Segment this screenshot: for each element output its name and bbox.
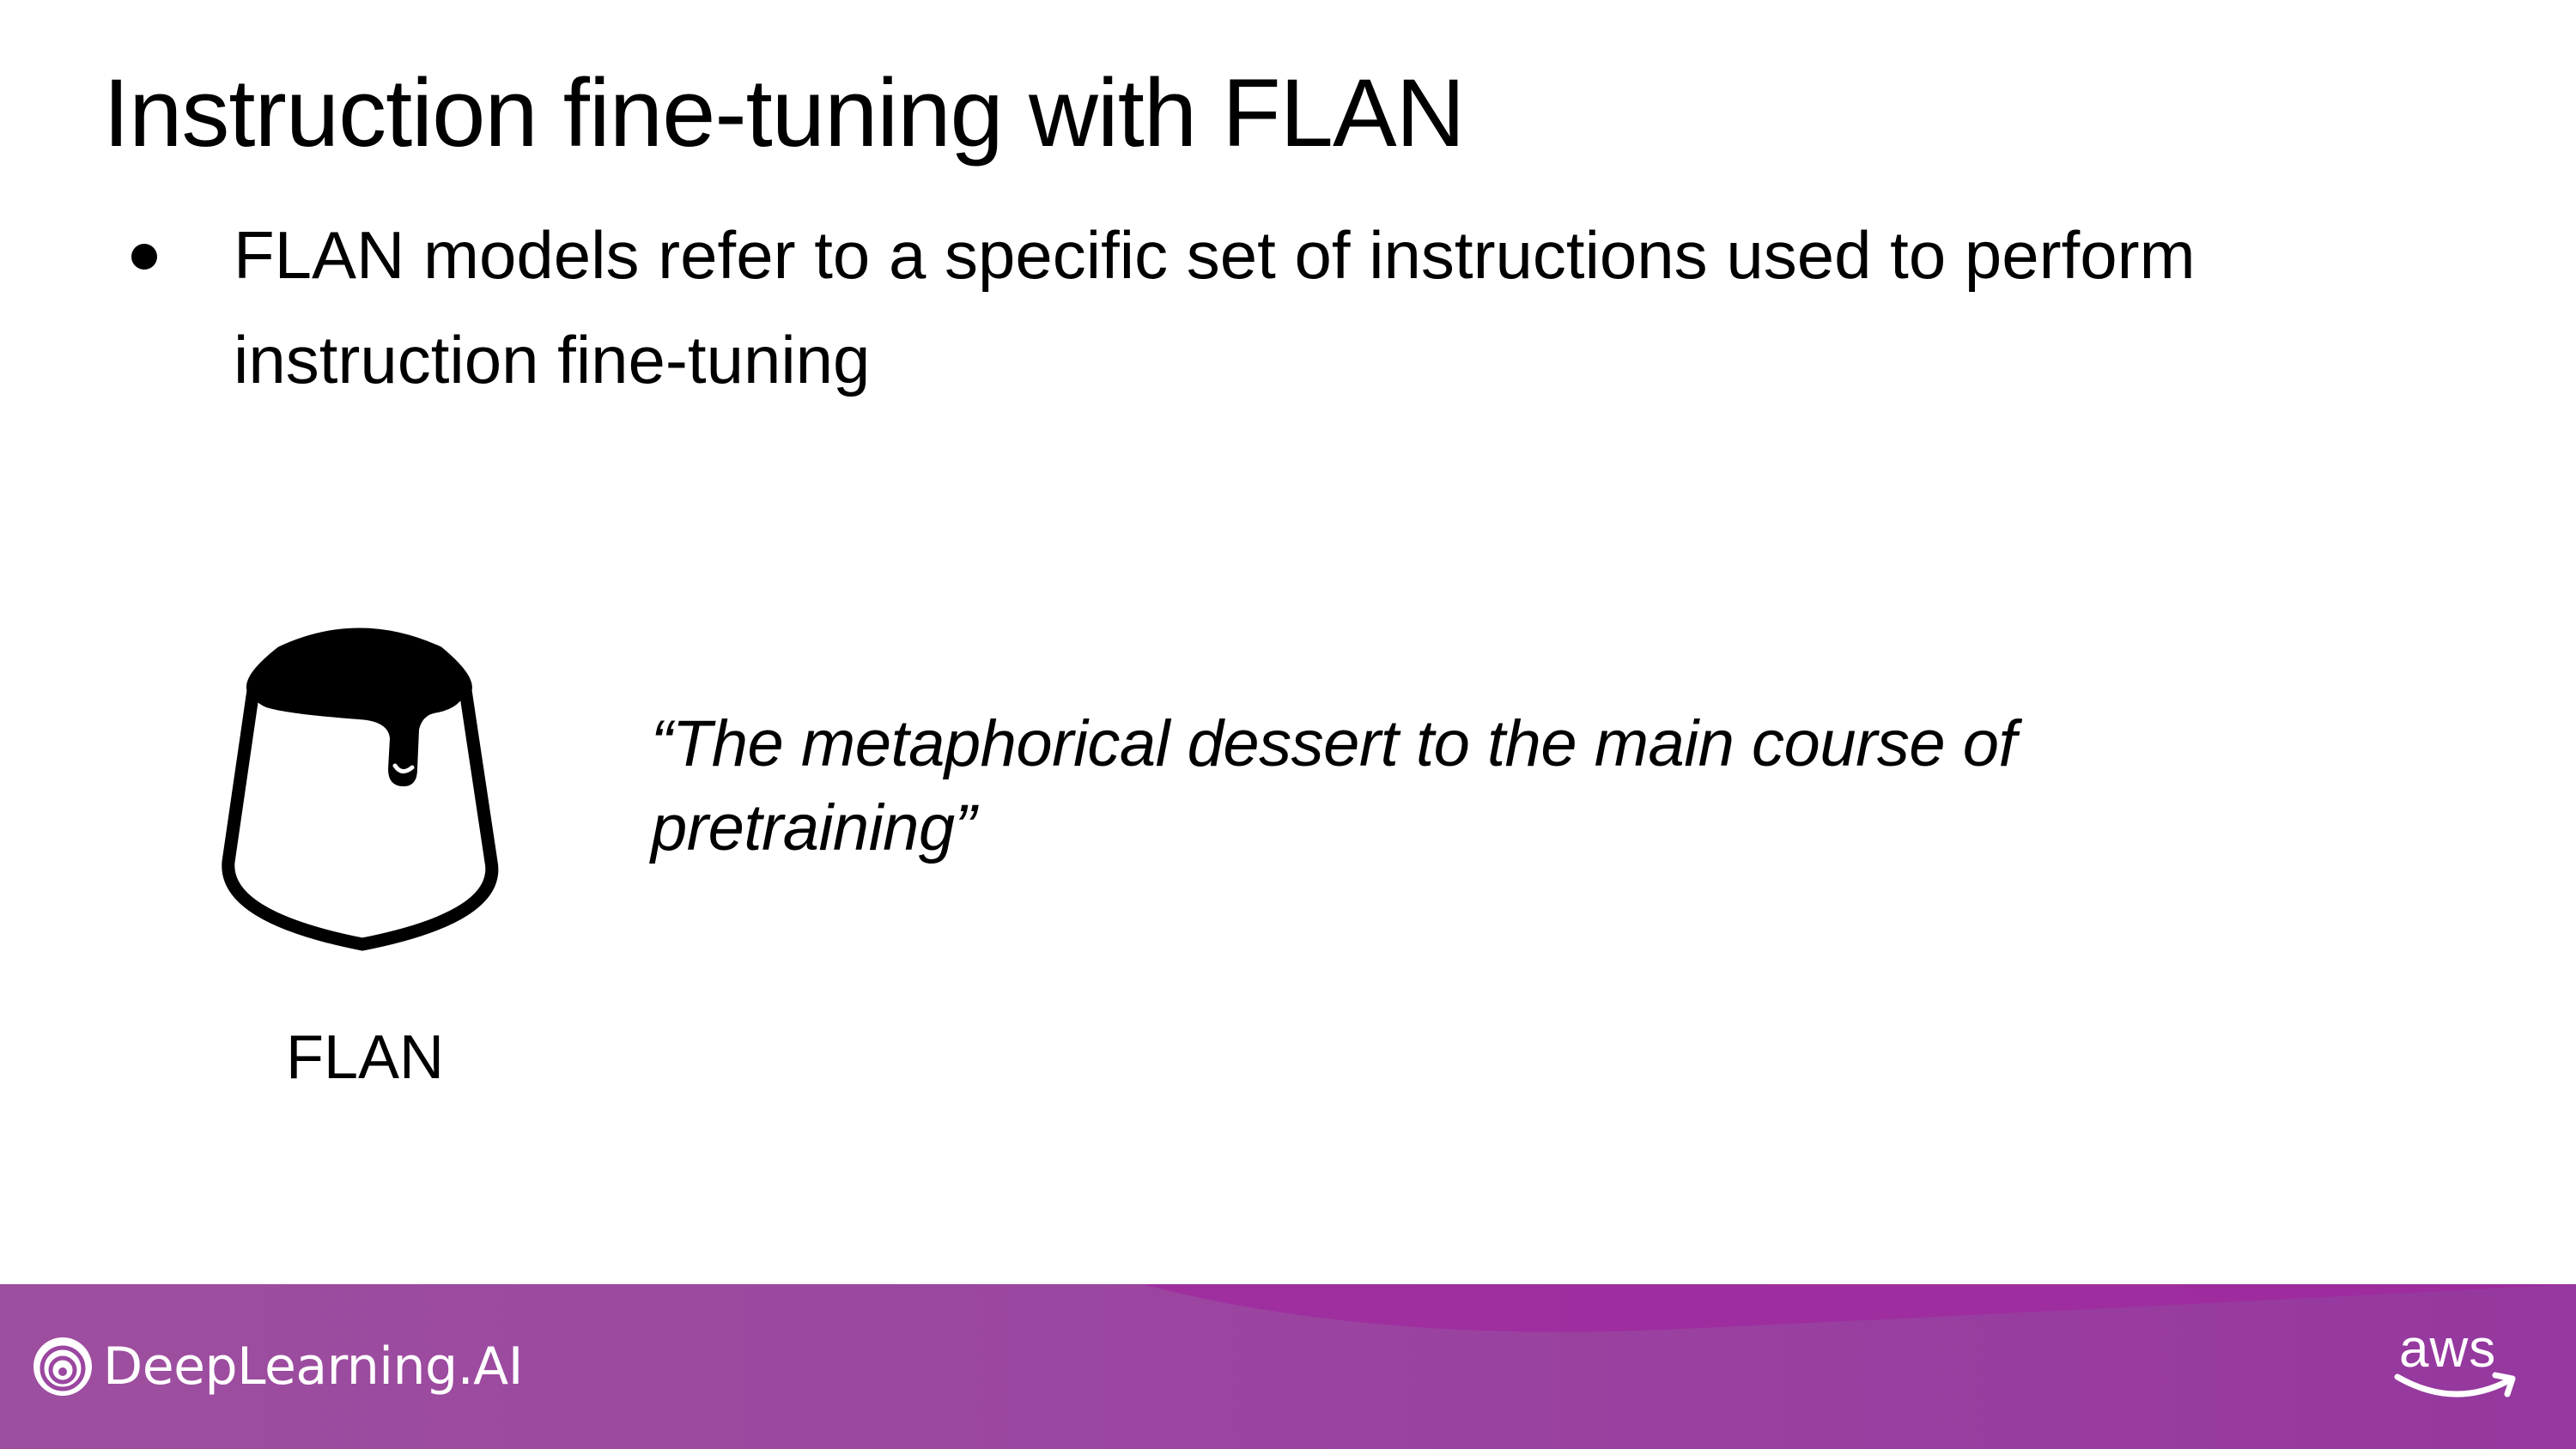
slide-title: Instruction fine-tuning with FLAN [103,59,1466,167]
footer-wave-decoration [1142,1284,2576,1332]
bullet-dot-icon [131,244,157,270]
bullet-text: FLAN models refer to a specific set of i… [234,217,2196,397]
bullet-item: FLAN models refer to a specific set of i… [125,203,2443,412]
aws-wordmark: aws [2399,1319,2497,1379]
figure-label: FLAN [285,1023,445,1092]
aws-smile-icon [2394,1372,2516,1397]
brand-name: DeepLearning.AI [103,1337,523,1397]
footer-band: DeepLearning.AI aws [0,1284,2576,1449]
brand-logo: DeepLearning.AI [31,1332,523,1401]
quote-text: “The metaphorical dessert to the main co… [651,707,2017,864]
aws-logo: aws [2392,1322,2521,1408]
flan-dessert-icon [222,627,499,951]
deeplearning-logo-icon [33,1337,92,1396]
bullet-list: FLAN models refer to a specific set of i… [125,203,2443,412]
